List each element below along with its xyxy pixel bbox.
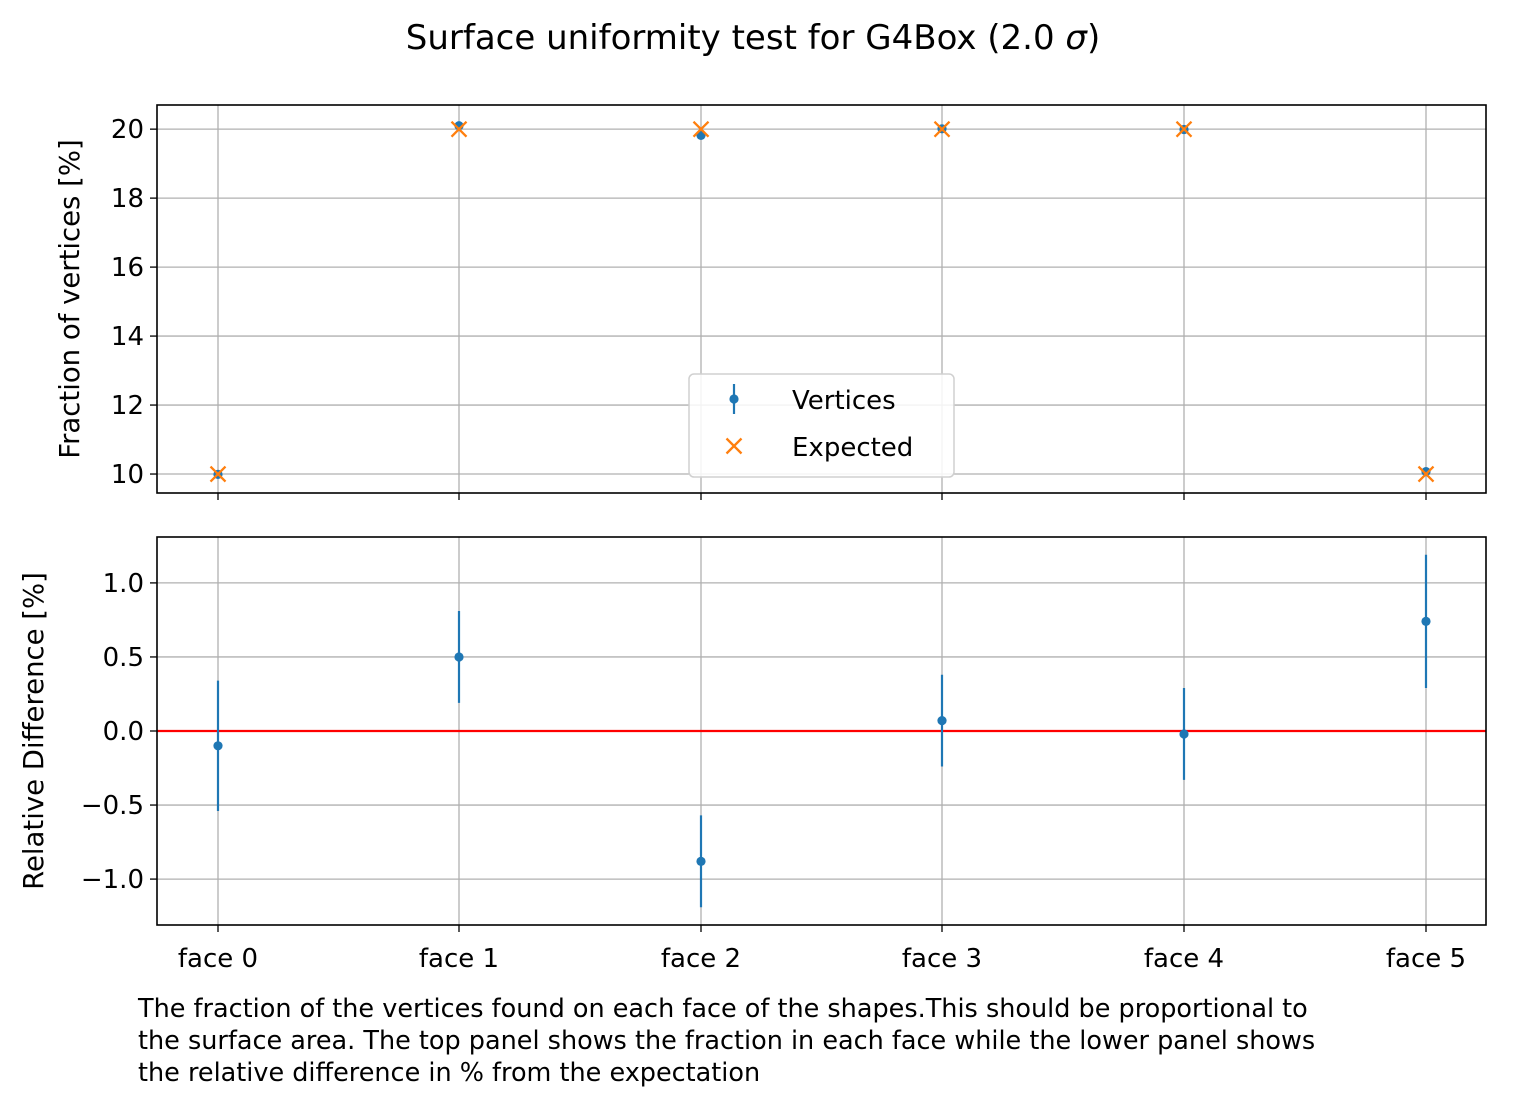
chart-title-close: ) [1087, 18, 1100, 58]
expected-marker-stroke-b [1417, 465, 1435, 483]
xtick-label-3: face 3 [902, 944, 982, 974]
top-ytick-label-4: 18 [111, 184, 144, 214]
expected-marker-stroke-b [209, 465, 227, 483]
top-expected-marker-4 [1175, 120, 1193, 138]
bottom-ytick-label-0: −1.0 [81, 865, 144, 895]
figure-caption: The fraction of the vertices found on ea… [138, 993, 1508, 1089]
xtick-label-0: face 0 [178, 944, 258, 974]
xtick-label-1: face 1 [419, 944, 499, 974]
bottom-vertices-point-1 [454, 652, 464, 662]
legend: Vertices Expected [688, 373, 955, 478]
top-expected-marker-0 [209, 465, 227, 483]
bottom-ytick-label-3: 0.5 [103, 643, 144, 673]
bottom-axes-frame [156, 536, 1487, 926]
top-expected-marker-1 [450, 120, 468, 138]
chart-title: Surface uniformity test for G4Box (2.0 σ… [406, 18, 1100, 58]
top-expected-marker-5 [1417, 465, 1435, 483]
bottom-vertices-point-2 [696, 856, 706, 866]
legend-vertices-label: Vertices [792, 386, 896, 416]
figure: Surface uniformity test for G4Box (2.0 σ… [18, 18, 1487, 974]
bottom-vertices-point-0 [213, 741, 223, 751]
top-ytick-label-0: 10 [111, 460, 144, 490]
bottom-vertices-point-5 [1421, 616, 1431, 627]
caption-line-1: The fraction of the vertices found on ea… [138, 994, 1308, 1024]
expected-marker-stroke-b [1175, 120, 1193, 138]
top-axes-frame [156, 104, 1487, 494]
top-panel: 10 12 14 16 18 20 Vertices Expected [111, 104, 1487, 500]
xtick-label-4: face 4 [1144, 944, 1224, 974]
xtick-label-5: face 5 [1386, 944, 1466, 974]
chart-title-text: Surface uniformity test for G4Box (2.0 [406, 18, 1066, 58]
top-ylabel: Fraction of vertices [%] [54, 139, 86, 458]
top-ytick-label-2: 14 [111, 322, 144, 352]
top-ytick-label-1: 12 [111, 391, 144, 421]
top-expected-marker-2 [692, 120, 710, 138]
bottom-vertices-point-3 [937, 716, 947, 726]
top-vertices-point-5 [1421, 467, 1431, 477]
caption-line-2: the surface area. The top panel shows th… [138, 1026, 1316, 1056]
expected-marker-stroke-b [450, 120, 468, 138]
bottom-vertices-point-4 [1179, 729, 1189, 739]
xtick-label-2: face 2 [661, 944, 741, 974]
expected-marker-stroke-b [692, 120, 710, 138]
expected-marker-stroke-b [933, 120, 951, 138]
bottom-ytick-label-4: 1.0 [103, 569, 144, 599]
caption-line-3: the relative difference in % from the ex… [138, 1058, 761, 1088]
legend-expected-label: Expected [792, 433, 913, 463]
legend-expected-marker-b [725, 437, 743, 455]
legend-box [688, 373, 955, 478]
top-ytick-label-5: 20 [111, 115, 144, 145]
top-expected-marker-3 [933, 120, 951, 138]
bottom-ylabel: Relative Difference [%] [18, 572, 50, 890]
chart-title-sigma: σ [1065, 18, 1088, 58]
bottom-ytick-label-2: 0.0 [103, 717, 144, 747]
bottom-ytick-label-1: −0.5 [81, 791, 144, 821]
top-ytick-label-3: 16 [111, 253, 144, 283]
legend-vertices-marker [729, 394, 739, 404]
bottom-panel: −1.0 −0.5 0.0 0.5 1.0 face 0 face 1 face 2 face … [81, 536, 1487, 974]
